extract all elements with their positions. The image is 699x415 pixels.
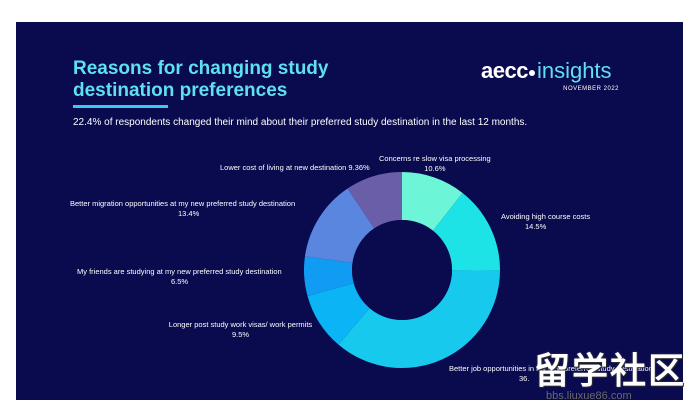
donut-chart [304, 172, 500, 368]
donut-slice-1 [432, 192, 500, 271]
slice-label-text: Longer post study work visas/ work permi… [168, 320, 313, 329]
report-date: NOVEMBER 2022 [563, 86, 619, 92]
slice-label-migration: Better migration opportunities at my new… [70, 199, 295, 219]
donut-slice-6 [347, 172, 402, 229]
donut-slice-4 [304, 256, 354, 296]
slice-label-text: Lower cost of living at new destination … [220, 163, 370, 172]
page-title: Reasons for changing study destination p… [73, 58, 329, 101]
donut-slice-5 [304, 188, 375, 264]
logo-brand: aecc [481, 58, 528, 83]
slice-label-friends: My friends are studying at my new prefer… [77, 267, 282, 287]
slice-label-text: Avoiding high course costs [501, 212, 591, 221]
slice-value: 6.5% [171, 277, 189, 286]
donut-hole [352, 220, 452, 320]
aecc-insights-logo: aecc insights NOVEMBER 2022 [481, 58, 631, 92]
slice-label-text: Concerns re slow visa processing [379, 154, 491, 163]
slice-value: 13.4% [178, 209, 200, 218]
logo-product: insights [536, 58, 612, 83]
slice-label-costs: Avoiding high course costs 14.5% [501, 212, 590, 232]
slice-label-work-visas: Longer post study work visas/ work permi… [158, 320, 323, 340]
slice-label-text: Better migration opportunities at my new… [70, 199, 296, 208]
subtitle: 22.4% of respondents changed their mind … [73, 117, 528, 128]
slice-label-living-cost: Lower cost of living at new destination … [220, 163, 370, 173]
slice-label-text: Better job opportunities in my new prefe… [449, 364, 653, 373]
watermark-logo: 留学社区 [534, 351, 687, 392]
slice-value: 14.5% [525, 222, 547, 231]
infographic-slide: Reasons for changing study destination p… [16, 22, 683, 400]
slice-label-jobs: Better job opportunities in my new prefe… [449, 364, 653, 384]
slice-value: 10.6% [424, 164, 446, 173]
donut-slice-0 [402, 172, 463, 231]
donut-slice-2 [338, 270, 500, 368]
title-underline [73, 105, 168, 108]
slice-label-visa: Concerns re slow visa processing 10.6% [379, 154, 491, 174]
slice-label-text: My friends are studying at my new prefer… [77, 267, 282, 276]
logo-dot-icon [528, 70, 535, 76]
slice-value: 9.5% [231, 330, 250, 339]
donut-slice-3 [307, 283, 370, 345]
slice-value: 36. [519, 374, 530, 383]
watermark: 留学社区 bbs.liuxue86.com [534, 342, 694, 412]
watermark-url: bbs.liuxue86.com [546, 390, 632, 402]
